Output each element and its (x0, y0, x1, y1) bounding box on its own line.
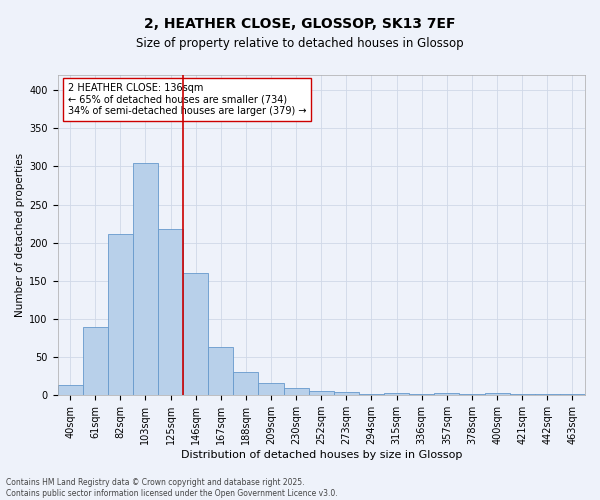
Bar (384, 393, 409, 395)
Bar (133, 162, 158, 395)
X-axis label: Distribution of detached houses by size in Glossop: Distribution of detached houses by size … (181, 450, 462, 460)
Y-axis label: Number of detached properties: Number of detached properties (15, 153, 25, 317)
Bar (83, 326, 108, 395)
Bar (208, 347, 233, 395)
Bar (58, 384, 83, 395)
Bar (409, 394, 434, 395)
Bar (359, 394, 384, 395)
Bar (509, 394, 535, 395)
Text: Size of property relative to detached houses in Glossop: Size of property relative to detached ho… (136, 38, 464, 51)
Bar (183, 273, 208, 395)
Bar (108, 234, 133, 395)
Bar (434, 393, 460, 395)
Text: Contains HM Land Registry data © Crown copyright and database right 2025.
Contai: Contains HM Land Registry data © Crown c… (6, 478, 338, 498)
Bar (560, 394, 585, 395)
Text: 2 HEATHER CLOSE: 136sqm
← 65% of detached houses are smaller (734)
34% of semi-d: 2 HEATHER CLOSE: 136sqm ← 65% of detache… (68, 83, 307, 116)
Bar (284, 388, 308, 395)
Bar (334, 392, 359, 395)
Bar (233, 372, 259, 395)
Bar (460, 394, 485, 395)
Bar (158, 229, 183, 395)
Bar (259, 383, 284, 395)
Text: 2, HEATHER CLOSE, GLOSSOP, SK13 7EF: 2, HEATHER CLOSE, GLOSSOP, SK13 7EF (144, 18, 456, 32)
Bar (308, 392, 334, 395)
Bar (535, 394, 560, 395)
Bar (485, 393, 509, 395)
